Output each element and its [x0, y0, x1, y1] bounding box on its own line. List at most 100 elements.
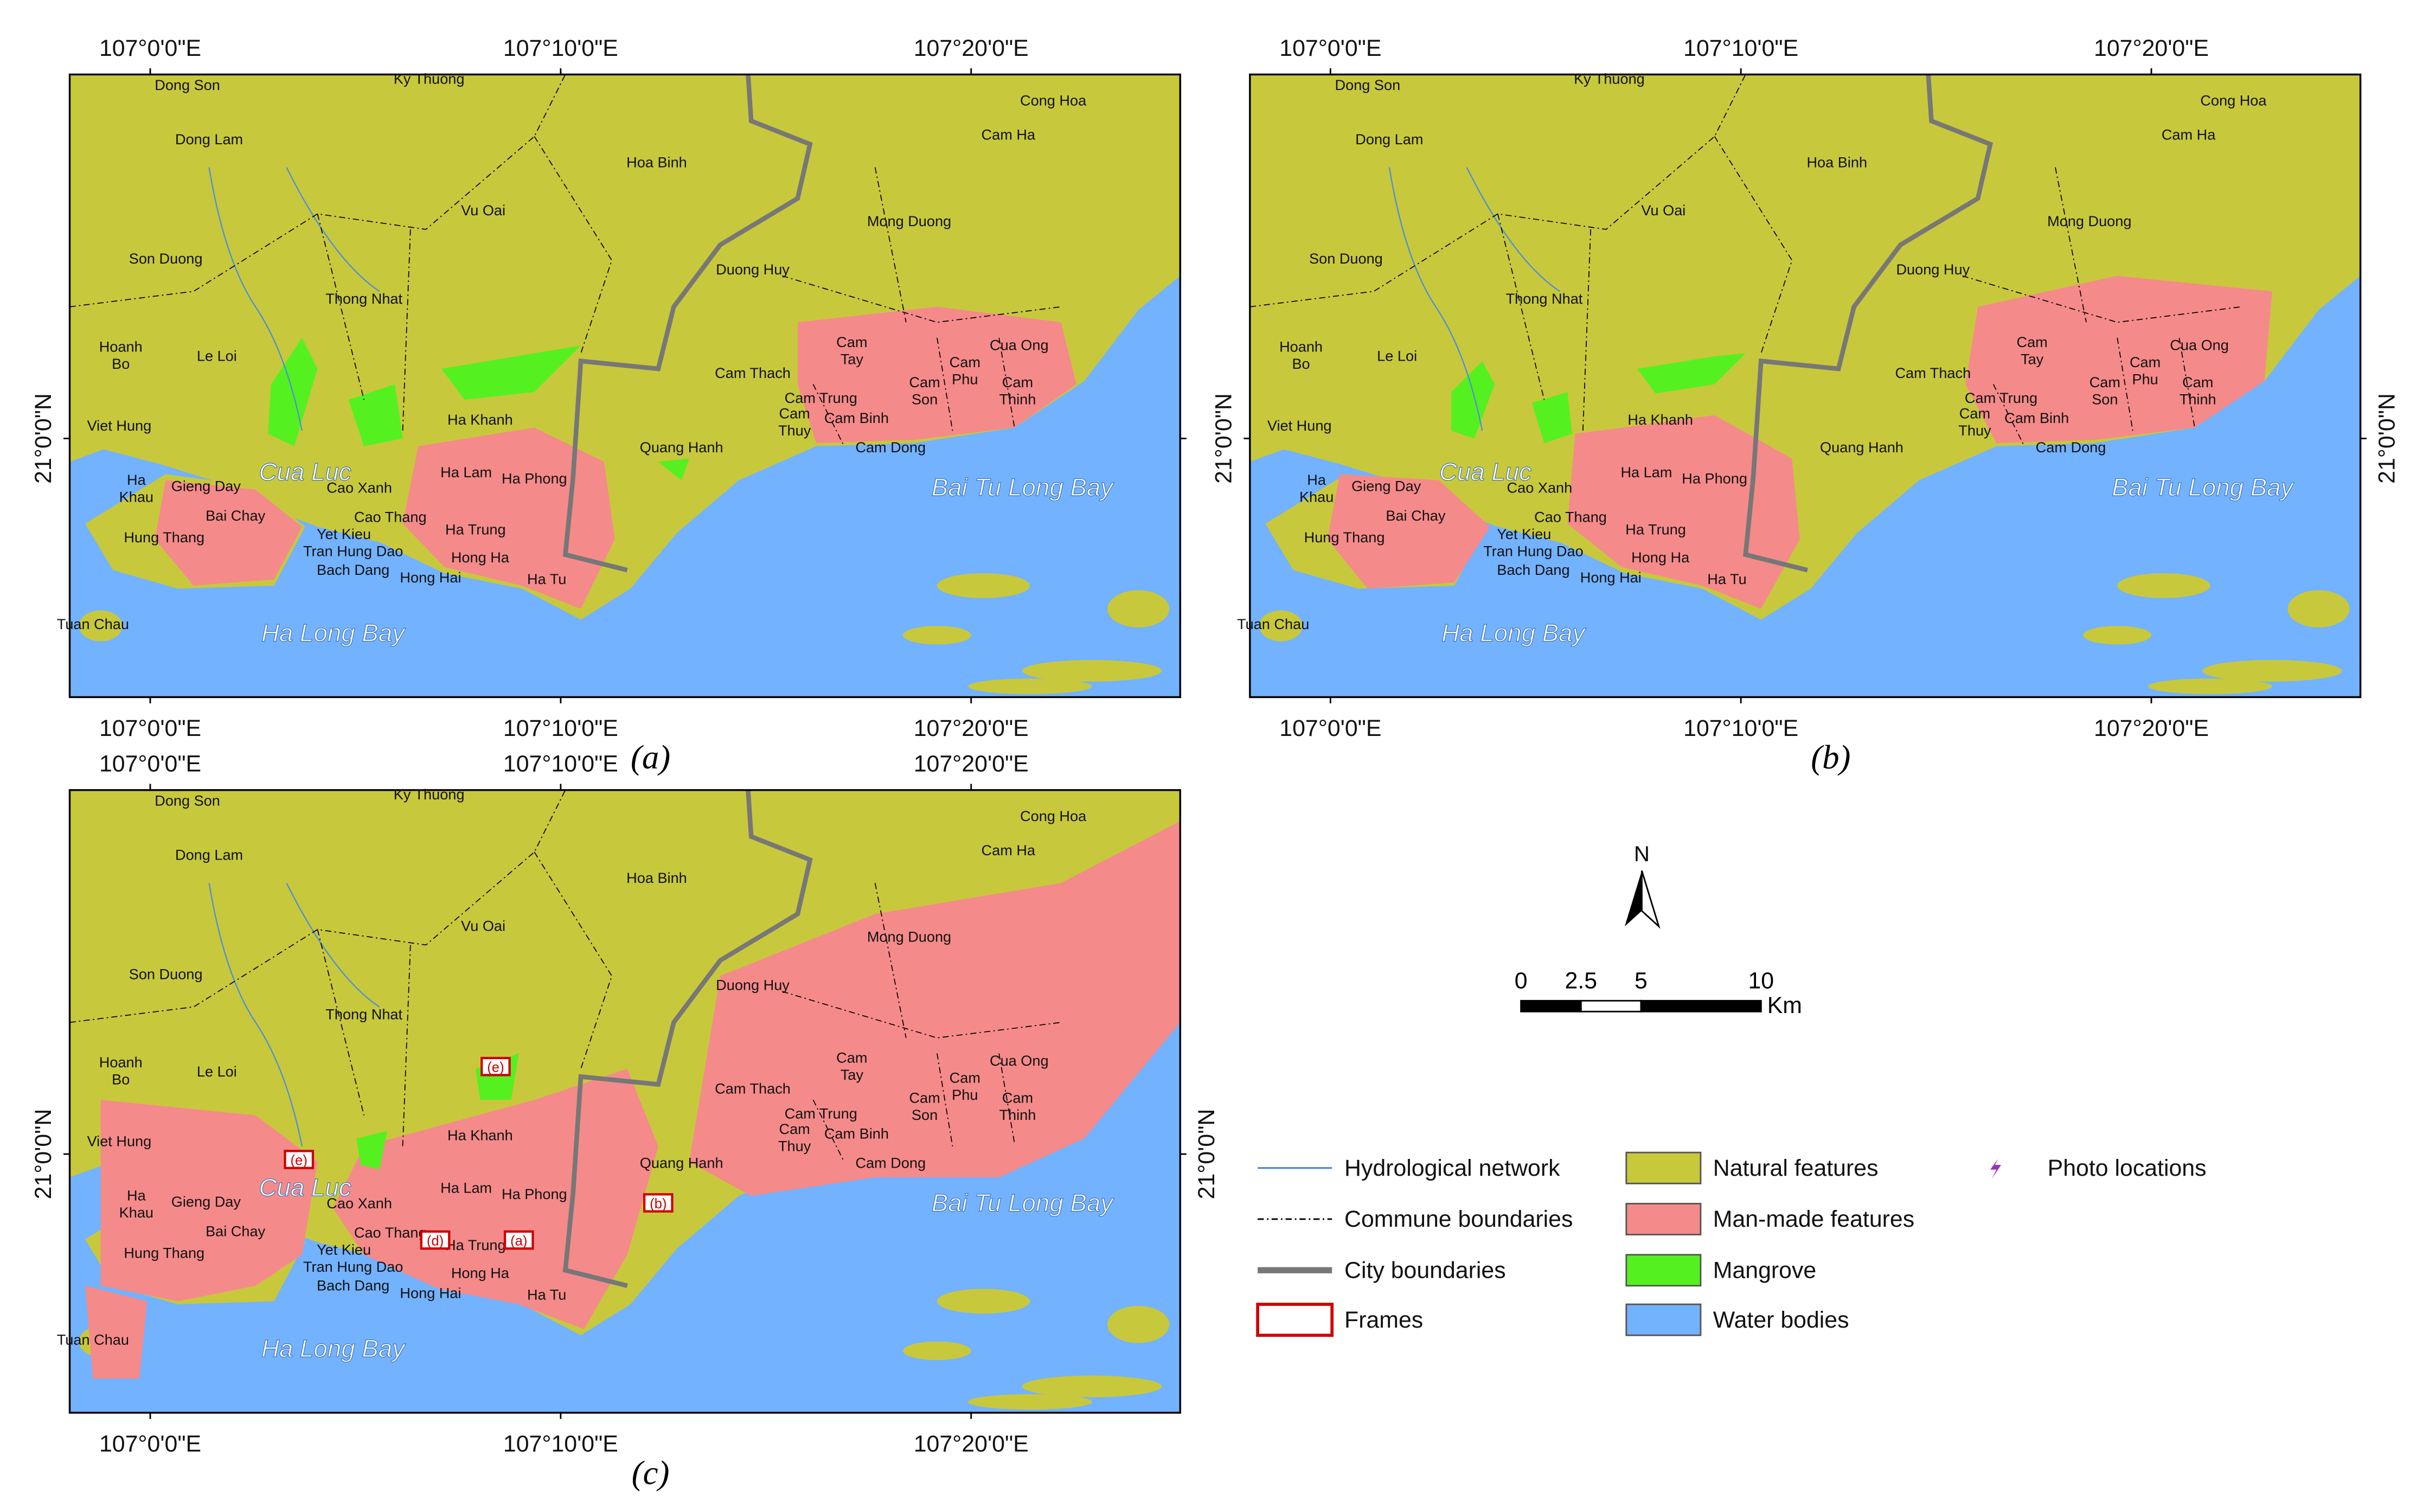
place-label-line: Cam Thach — [715, 1080, 791, 1097]
place-label-line: Dong Lam — [175, 846, 243, 863]
island — [2202, 659, 2342, 682]
place-label-line: Cam — [779, 1120, 810, 1137]
place-label: Ha Lam — [440, 1179, 492, 1196]
place-label: Ha Khanh — [1627, 411, 1693, 428]
map-body — [69, 74, 1181, 697]
frame-box — [284, 1150, 315, 1169]
place-label-line: Cam Binh — [824, 409, 889, 426]
place-label: Cua Ong — [2170, 337, 2229, 354]
lon-label: 107°0'0"E — [99, 1431, 201, 1457]
place-label-line: Hung Thang — [124, 529, 204, 546]
place-label: Ha Khau — [119, 471, 153, 505]
place-label: Yet Kieu — [317, 1241, 371, 1258]
place-label-line: Cam Dong — [855, 1155, 926, 1171]
legend-swatch — [1625, 1151, 1702, 1184]
place-label-line: Ha Tu — [527, 571, 566, 587]
lon-label: 107°0'0"E — [99, 35, 201, 61]
place-label-line: Yet Kieu — [317, 526, 371, 542]
place-label-line: Cao Thang — [1534, 509, 1607, 526]
place-label: Dong Lam — [175, 846, 243, 863]
place-label-line: Bach Dang — [317, 561, 389, 578]
place-label-line: Viet Hung — [1267, 417, 1332, 434]
place-label-line: Son Duong — [129, 250, 203, 267]
place-label-line: Ha Trung — [445, 521, 506, 538]
place-label-line: Thuy — [778, 1137, 811, 1154]
mangrove-area — [348, 384, 403, 446]
place-label-line: Hong Hai — [400, 1285, 461, 1302]
place-label: Bai Chay — [1386, 507, 1446, 524]
place-label: Cam Ha — [982, 842, 1036, 858]
place-label-line: Hong Hai — [1580, 569, 1642, 586]
lat-label: 21°0'0"N — [30, 393, 56, 484]
place-label: Cam Phu — [950, 354, 980, 387]
north-arrow — [1624, 870, 1642, 927]
place-label-line: Ha — [127, 1187, 146, 1204]
place-label: Yet Kieu — [317, 526, 371, 542]
place-label: Dong Son — [155, 792, 220, 809]
place-label-line: Ha Trung — [445, 1236, 506, 1253]
north-arrow — [1640, 870, 1661, 929]
place-label-line: Tay — [841, 350, 864, 367]
place-label-line: Cam Ha — [2162, 126, 2216, 143]
commune-boundary — [69, 790, 1061, 1162]
place-label: Hung Thang — [1304, 529, 1385, 546]
lat-label: 21°0'0"N — [30, 1109, 56, 1200]
place-label: Cam Trung — [785, 1105, 857, 1122]
legend-swatch — [1625, 1303, 1702, 1336]
bay-label: Cua Luc — [259, 1174, 351, 1201]
place-label-line: Hong Ha — [1631, 549, 1690, 566]
place-label: Cao Xanh — [1507, 479, 1573, 496]
place-label-line: Dong Lam — [1355, 131, 1423, 148]
scale-segment — [1640, 1000, 1762, 1013]
place-label-line: Cam — [950, 354, 980, 370]
place-label-line: Le Loi — [197, 1063, 237, 1080]
place-label: Cam Tay — [2016, 334, 2047, 367]
place-label-line: Thong Nhat — [325, 290, 402, 307]
place-label: Cam Son — [2089, 374, 2120, 407]
place-label: Cam Binh — [2004, 409, 2069, 426]
place-label-line: Cam — [909, 1090, 940, 1106]
bay-label: Cua Luc — [259, 458, 351, 486]
place-label-line: Hoanh — [99, 1054, 143, 1071]
place-label-line: Dong Lam — [175, 131, 243, 148]
place-label-line: Bai Chay — [206, 1222, 266, 1239]
place-label-line: Bo — [1292, 355, 1310, 372]
place-label-line: Quang Hanh — [640, 439, 723, 456]
place-label: Tuan Chau — [1237, 616, 1309, 632]
legend-label: Hydrological network — [1344, 1155, 1560, 1181]
man-made-area — [1965, 276, 2272, 444]
place-label: Cam Phu — [950, 1069, 980, 1103]
place-label-line: Ha Trung — [1625, 521, 1686, 538]
place-label-line: Quang Hanh — [1820, 439, 1903, 456]
place-label: Cam Dong — [2036, 439, 2106, 456]
place-label-line: Tay — [841, 1066, 864, 1083]
place-label: Ha Trung — [1625, 521, 1686, 538]
place-label: Cua Ong — [990, 1052, 1049, 1069]
man-made-area — [402, 427, 615, 609]
place-label: Cam Binh — [824, 1125, 889, 1142]
place-label-line: Cam — [1002, 1090, 1033, 1106]
legend-label: Photo locations — [2048, 1155, 2207, 1181]
place-label: Le Loi — [1377, 348, 1417, 364]
place-label: Bach Dang — [317, 561, 389, 578]
place-label: Ha Lam — [1620, 464, 1672, 480]
bay-label: Bai Tu Long Bay — [932, 1189, 1115, 1217]
place-label: Le Loi — [197, 348, 237, 364]
place-label-line: Bai Chay — [1386, 507, 1446, 524]
place-label-line: Bach Dang — [1497, 561, 1569, 578]
place-label: Son Duong — [129, 965, 203, 982]
place-label-line: Cam — [950, 1069, 980, 1086]
bay-label: Bai Tu Long Bay — [932, 473, 1115, 501]
lon-label: 107°20'0"E — [2094, 715, 2209, 741]
place-label-line: Thuy — [778, 422, 811, 439]
place-label-line: Thong Nhat — [325, 1006, 402, 1023]
place-label: Ha Lam — [440, 464, 492, 480]
place-label-line: Cao Xanh — [326, 479, 392, 496]
place-label: Cam Trung — [785, 389, 857, 406]
place-label: Quang Hanh — [640, 439, 723, 456]
place-label-line: Hong Ha — [451, 1264, 510, 1281]
place-label: Vu Oai — [1641, 202, 1685, 219]
island — [1107, 1305, 1170, 1343]
island — [1259, 610, 1303, 642]
place-label: Hong Hai — [400, 1285, 461, 1302]
